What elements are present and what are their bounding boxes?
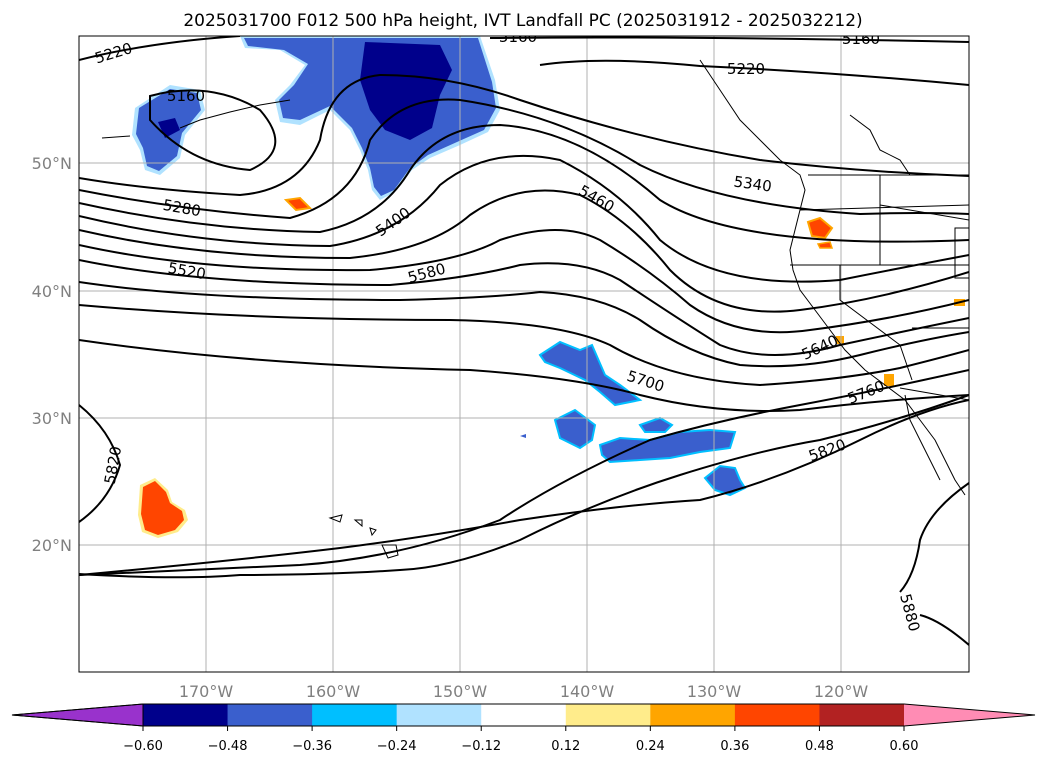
colorbar-segment — [650, 704, 736, 726]
map-area: 5220 5160 5160 5160 5220 5280 5400 5460 … — [79, 28, 969, 672]
longitude-labels: 170°W 160°W 150°W 140°W 130°W 120°W — [179, 682, 869, 701]
colorbar-segment — [565, 704, 651, 726]
colorbar-tick-label: −0.36 — [292, 739, 332, 754]
lon-label-150w: 150°W — [433, 682, 488, 701]
contour-label: 5160 — [842, 30, 880, 48]
map-frame — [78, 35, 970, 673]
map-title: 2025031700 F012 500 hPa height, IVT Land… — [183, 11, 862, 31]
colorbar-segment — [312, 704, 398, 726]
colorbar-segment — [227, 704, 313, 726]
lon-label-170w: 170°W — [179, 682, 234, 701]
lat-label-30: 30°N — [32, 409, 72, 428]
lon-label-140w: 140°W — [560, 682, 615, 701]
contour-label: 5340 — [733, 172, 773, 195]
ivt-positive-shading — [138, 196, 965, 538]
colorbar-extend-high — [904, 704, 1035, 726]
colorbar-tick-label: 0.60 — [890, 739, 919, 754]
colorbar-segment — [734, 704, 820, 726]
lon-label-120w: 120°W — [814, 682, 869, 701]
colorbar-tick-label: 0.48 — [805, 739, 834, 754]
colorbar-segment — [396, 704, 482, 726]
colorbar: −0.60 −0.48 −0.36 −0.24 −0.12 0.12 0.24 0.36 0.4… — [11, 703, 1036, 754]
lon-label-130w: 130°W — [687, 682, 742, 701]
colorbar-tick-label: −0.60 — [123, 739, 163, 754]
contour-label: 5160 — [167, 87, 205, 105]
colorbar-segments — [12, 704, 1035, 726]
colorbar-tick-label: −0.24 — [377, 739, 417, 754]
lat-label-40: 40°N — [32, 282, 72, 301]
latitude-labels: 50°N 40°N 30°N 20°N — [32, 154, 72, 555]
coastlines — [101, 59, 969, 559]
lat-label-50: 50°N — [32, 154, 72, 173]
colorbar-tick-label: 0.36 — [720, 739, 749, 754]
ivt-negative-shading — [132, 36, 747, 497]
colorbar-segment — [819, 704, 905, 726]
gridlines — [79, 36, 969, 672]
colorbar-ticks: −0.60 −0.48 −0.36 −0.24 −0.12 0.12 0.24 0.36 0.4… — [123, 726, 918, 754]
contour-label: 5160 — [499, 28, 537, 46]
colorbar-tick-label: −0.48 — [208, 739, 248, 754]
lat-label-20: 20°N — [32, 536, 72, 555]
colorbar-extend-low — [12, 704, 143, 726]
colorbar-segment — [481, 704, 567, 726]
colorbar-tick-label: −0.12 — [461, 739, 501, 754]
colorbar-tick-label: 0.24 — [636, 739, 665, 754]
colorbar-tick-label: 0.12 — [551, 739, 580, 754]
contour-label: 5220 — [727, 60, 765, 78]
lon-label-160w: 160°W — [306, 682, 361, 701]
colorbar-segment — [143, 704, 229, 726]
height-contours — [79, 36, 969, 646]
